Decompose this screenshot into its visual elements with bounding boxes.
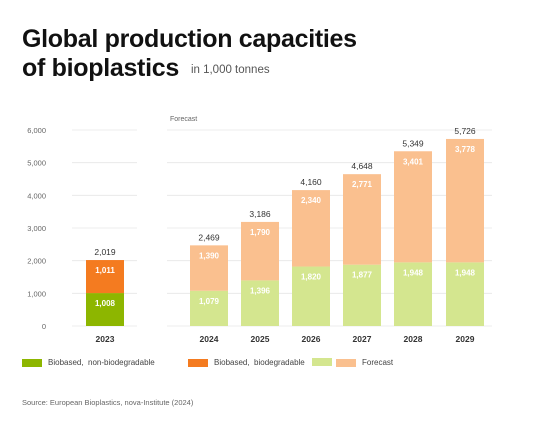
x-tick-label: 2028 xyxy=(404,334,423,344)
legend-item: Biobased, biodegradable xyxy=(188,358,305,367)
legend-item: Biobased, non-biodegradable xyxy=(22,358,155,367)
chart-title: Global production capacities of bioplast… xyxy=(22,25,357,88)
value-label-non-biodegradable: 1,948 xyxy=(455,268,476,277)
total-label: 5,726 xyxy=(454,126,476,136)
x-tick-label: 2026 xyxy=(302,334,321,344)
x-tick-label: 2029 xyxy=(456,334,475,344)
value-label-non-biodegradable: 1,079 xyxy=(199,297,220,306)
forecast-label: Forecast xyxy=(170,116,197,123)
value-label-non-biodegradable: 1,877 xyxy=(352,271,373,280)
y-tick-label: 3,000 xyxy=(27,224,46,233)
total-label: 4,160 xyxy=(300,177,322,187)
value-label-biodegradable: 1,390 xyxy=(199,251,220,260)
y-tick-label: 0 xyxy=(42,322,46,331)
total-label: 3,186 xyxy=(249,209,271,219)
legend-label: Biobased, non-biodegradable xyxy=(48,358,155,367)
legend-swatch xyxy=(188,358,208,367)
chart-title-line-2-text: of bioplastics xyxy=(22,54,179,82)
legend-swatch xyxy=(22,358,42,367)
bar-non-biodegradable xyxy=(343,264,381,326)
value-label-non-biodegradable: 1,820 xyxy=(301,273,322,282)
bar-non-biodegradable xyxy=(446,262,484,326)
bar-biodegradable xyxy=(446,138,484,263)
bar-non-biodegradable xyxy=(86,293,124,326)
source-note: Source: European Bioplastics, nova-Insti… xyxy=(22,398,194,407)
value-label-biodegradable: 2,771 xyxy=(352,180,373,189)
bar-chart: 0 1,000 2,000 3,000 4,000 5,000 6,000 Forecast 1… xyxy=(27,116,492,344)
chart-legend: Biobased, non-biodegradable Biobased, bio… xyxy=(22,358,540,372)
y-tick-label: 1,000 xyxy=(27,289,46,298)
total-label: 2,469 xyxy=(198,232,220,242)
y-tick-label: 6,000 xyxy=(27,126,46,135)
legend-swatch xyxy=(312,358,332,366)
total-label: 4,648 xyxy=(351,161,373,171)
y-tick-label: 4,000 xyxy=(27,191,46,200)
bar-biodegradable xyxy=(394,151,432,263)
value-label-biodegradable: 3,401 xyxy=(403,157,424,166)
bar-biodegradable xyxy=(190,245,228,291)
x-tick-label: 2027 xyxy=(353,334,372,344)
chart-subtitle: in 1,000 tonnes xyxy=(190,64,270,76)
bar-non-biodegradable xyxy=(292,266,330,326)
value-label-non-biodegradable: 1,396 xyxy=(250,286,271,295)
chart-title-line-1: Global production capacities xyxy=(22,25,357,53)
y-tick-label: 2,000 xyxy=(27,257,46,266)
chart-title-line-2: of bioplastics in 1,000 tonnes xyxy=(22,54,357,88)
total-label: 5,349 xyxy=(402,138,424,148)
legend-swatch xyxy=(336,358,356,367)
legend-item xyxy=(312,358,338,366)
value-label-biodegradable: 1,790 xyxy=(250,228,271,237)
legend-label: Forecast xyxy=(362,358,394,367)
bar-non-biodegradable xyxy=(394,262,432,326)
bar-biodegradable xyxy=(241,221,279,281)
x-tick-label: 2024 xyxy=(200,334,219,344)
bar-non-biodegradable xyxy=(241,280,279,326)
legend-label: Biobased, biodegradable xyxy=(214,358,305,367)
total-label: 2,019 xyxy=(94,247,116,257)
value-label-non-biodegradable: 1,948 xyxy=(403,268,424,277)
value-label-biodegradable: 1,011 xyxy=(95,266,115,275)
bar-non-biodegradable xyxy=(190,290,228,326)
legend-item: Forecast xyxy=(336,358,393,367)
value-label-non-biodegradable: 1,008 xyxy=(95,299,116,308)
x-tick-label: 2025 xyxy=(251,334,270,344)
bar-biodegradable xyxy=(292,190,330,267)
value-label-biodegradable: 2,340 xyxy=(301,196,322,205)
bar-biodegradable xyxy=(86,260,124,294)
x-tick-label: 2023 xyxy=(96,334,115,344)
bar-biodegradable xyxy=(343,174,381,265)
y-tick-label: 5,000 xyxy=(27,159,46,168)
value-label-biodegradable: 3,778 xyxy=(455,145,476,154)
